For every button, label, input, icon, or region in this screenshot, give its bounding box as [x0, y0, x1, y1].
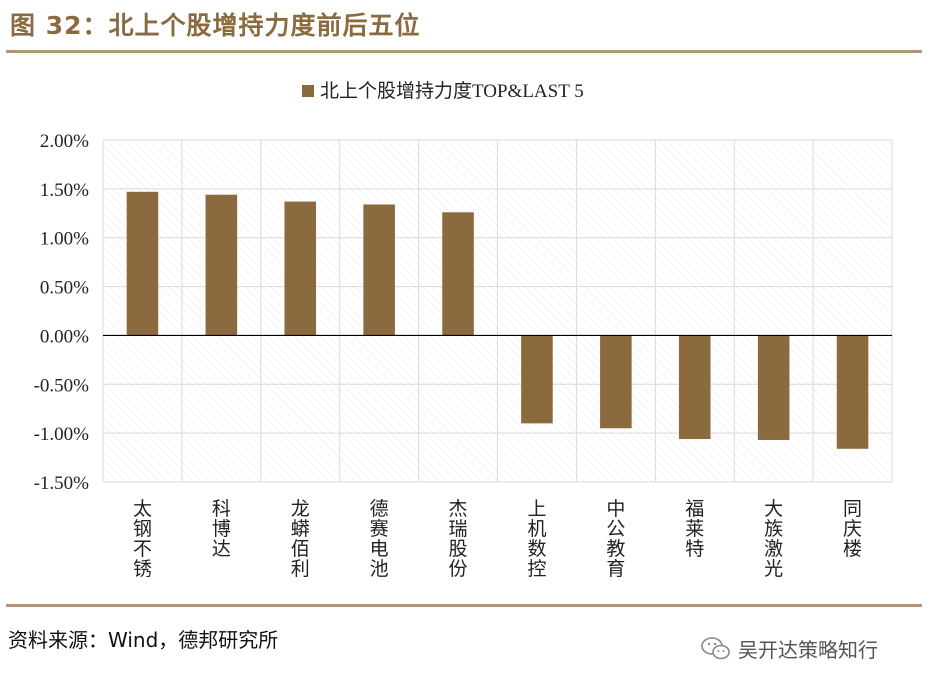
bar-9 — [757, 335, 790, 440]
y-tick-label: -1.50% — [34, 473, 90, 494]
bar-4 — [363, 204, 395, 336]
y-tick-label: -0.50% — [34, 375, 90, 396]
bar-8 — [678, 335, 711, 440]
bottom-rule — [6, 604, 922, 607]
bar-5 — [442, 212, 474, 336]
top-rule — [6, 50, 922, 53]
x-category-label: 同庆楼 — [843, 498, 862, 560]
y-tick-label: 0.50% — [40, 278, 89, 299]
y-tick-label: 1.50% — [40, 180, 89, 201]
legend-swatch — [302, 85, 314, 97]
x-category-label: 中公教育 — [606, 498, 625, 580]
x-category-label: 上机数控 — [527, 498, 546, 580]
x-category-label: 福莱特 — [685, 498, 704, 560]
y-tick-label: 1.00% — [40, 229, 89, 250]
figure-title: 图 32：北上个股增持力度前后五位 — [10, 11, 421, 40]
x-category-label: 大族激光 — [764, 498, 783, 580]
y-tick-label: -1.00% — [34, 424, 90, 445]
x-category-label: 德赛电池 — [370, 498, 389, 580]
watermark-text: 吴开达策略知行 — [738, 638, 878, 662]
bar-1 — [126, 191, 159, 336]
bar-6 — [521, 335, 553, 424]
source-note: 资料来源：Wind，德邦研究所 — [8, 628, 279, 652]
bar-10 — [836, 335, 869, 449]
wechat-icon — [701, 636, 730, 659]
x-category-label: 杰瑞股份 — [449, 498, 468, 580]
y-tick-label: 0.00% — [40, 326, 89, 347]
y-tick-label: 2.00% — [40, 131, 89, 152]
legend-label: 北上个股增持力度TOP&LAST 5 — [320, 80, 584, 102]
bar-2 — [205, 194, 238, 336]
legend: 北上个股增持力度TOP&LAST 5 — [302, 80, 584, 102]
bar-3 — [284, 201, 317, 336]
watermark: 吴开达策略知行 — [700, 634, 878, 663]
x-category-label: 龙蟒佰利 — [291, 498, 310, 580]
x-category-label: 科博达 — [212, 498, 231, 560]
x-category-label: 太钢不锈 — [133, 498, 152, 580]
bar-7 — [600, 335, 632, 429]
